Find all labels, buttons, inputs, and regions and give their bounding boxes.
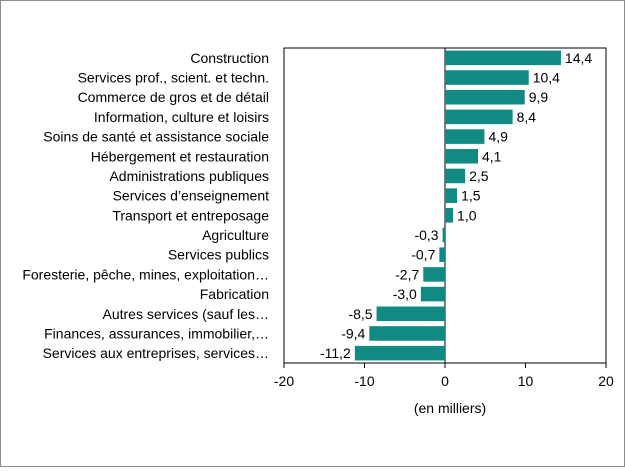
bars-group xyxy=(354,50,561,361)
bar xyxy=(445,89,525,105)
bar xyxy=(354,345,445,361)
bar-value-label: 1,0 xyxy=(457,207,477,223)
category-label: Transport et entreposage xyxy=(112,207,269,223)
category-label: Agriculture xyxy=(202,227,269,243)
x-axis-title: (en milliers) xyxy=(414,400,486,416)
bar xyxy=(445,129,485,144)
category-label: Services d’enseignement xyxy=(113,188,270,204)
bar-value-label: -3,0 xyxy=(393,286,417,302)
bar xyxy=(439,247,445,262)
bar xyxy=(445,70,529,85)
category-label: Finances, assurances, immobilier,… xyxy=(44,325,269,341)
x-ticks-group: -20 -10 0 10 20 xyxy=(274,363,614,389)
bar-value-label: -0,3 xyxy=(414,227,438,243)
category-label: Commerce de gros et de détail xyxy=(78,89,269,105)
bar xyxy=(420,286,445,302)
bar-value-label: 10,4 xyxy=(533,70,560,86)
category-label: Hébergement et restauration xyxy=(91,148,269,164)
bar xyxy=(445,168,466,184)
bar xyxy=(423,267,445,282)
bar xyxy=(445,109,513,125)
bar-value-label: -11,2 xyxy=(320,345,351,361)
category-label: Fabrication xyxy=(200,286,269,302)
bar-value-label: -9,4 xyxy=(341,325,365,341)
category-label: Administrations publiques xyxy=(109,168,269,184)
bar xyxy=(376,306,445,322)
bar xyxy=(445,149,478,164)
bar-value-label: 4,9 xyxy=(488,129,508,145)
bar-value-label: -2,7 xyxy=(395,266,419,282)
category-label: Services publics xyxy=(168,247,269,263)
bar-value-label: 2,5 xyxy=(469,168,489,184)
category-label: Construction xyxy=(190,50,269,66)
bar xyxy=(445,188,458,203)
bar xyxy=(445,208,454,223)
category-label: Soins de santé et assistance sociale xyxy=(43,129,269,145)
value-labels-group: 14,4 10,4 9,9 8,4 4,9 4,1 2,5 1,5 1,0 -0,3 -0,7 -2,… xyxy=(320,50,592,361)
x-tick-label: -10 xyxy=(354,373,374,389)
x-tick-label: 10 xyxy=(518,373,534,389)
bar-value-label: -0,7 xyxy=(411,247,435,263)
category-label: Services aux entreprises, services… xyxy=(43,345,269,361)
bar-value-label: -8,5 xyxy=(348,306,372,322)
bar-value-label: 9,9 xyxy=(529,89,549,105)
category-label: Services prof., scient. et techn. xyxy=(78,70,269,86)
bar-value-label: 8,4 xyxy=(517,109,537,125)
bar xyxy=(445,50,561,66)
category-labels-group: Construction Services prof., scient. et t… xyxy=(22,50,269,361)
bar-value-label: 14,4 xyxy=(565,50,592,66)
bar xyxy=(369,326,445,341)
x-tick-label: 20 xyxy=(598,373,614,389)
category-label: Information, culture et loisirs xyxy=(94,109,269,125)
bar-value-label: 4,1 xyxy=(482,148,502,164)
x-tick-label: 0 xyxy=(441,373,449,389)
x-tick-label: -20 xyxy=(274,373,294,389)
bar xyxy=(442,227,445,243)
bar-value-label: 1,5 xyxy=(461,188,481,204)
category-label: Foresterie, pêche, mines, exploitation… xyxy=(22,266,269,282)
category-label: Autres services (sauf les… xyxy=(103,306,270,322)
